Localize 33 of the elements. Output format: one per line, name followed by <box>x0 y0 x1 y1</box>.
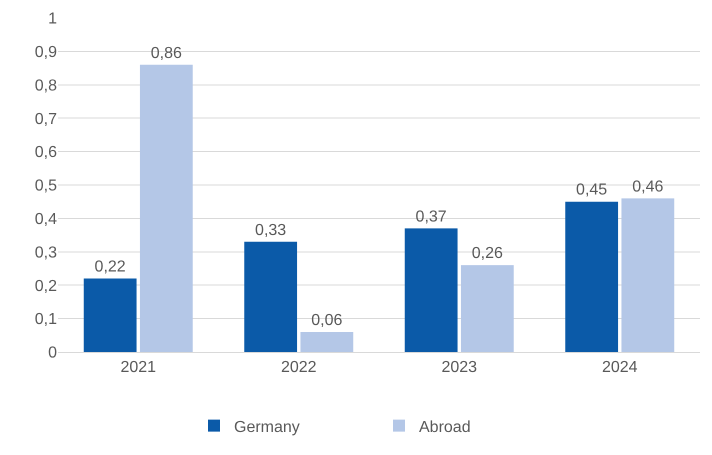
data-label: 0,33 <box>255 222 286 239</box>
bar <box>300 332 354 352</box>
y-tick-label: 1 <box>48 10 58 28</box>
y-tick-label: 0,8 <box>34 77 58 94</box>
y-tick-label: 0,6 <box>34 144 58 162</box>
bar <box>460 265 514 352</box>
bar <box>244 242 298 352</box>
y-tick-label: 0,9 <box>34 44 58 61</box>
data-label: 0,06 <box>311 312 342 329</box>
data-label: 0,37 <box>416 208 447 226</box>
data-label: 0,26 <box>472 245 503 262</box>
legend-label: Abroad <box>419 418 471 436</box>
y-tick-label: 0,2 <box>34 278 58 295</box>
data-label: 0,22 <box>94 258 126 276</box>
data-label: 0,45 <box>576 182 608 199</box>
bar <box>84 278 137 352</box>
y-tick-label: 0,4 <box>34 211 58 228</box>
x-tick-label: 2023 <box>441 359 478 376</box>
y-tick-label: 0,1 <box>34 311 58 328</box>
legend-label: Germany <box>234 418 300 436</box>
data-label: 0,86 <box>150 44 182 62</box>
y-tick-label: 0,7 <box>34 110 58 128</box>
bar <box>140 64 193 352</box>
bar <box>565 202 618 352</box>
y-tick-label: 0 <box>48 344 58 362</box>
bar <box>621 198 674 352</box>
x-tick-label: 2022 <box>280 359 317 376</box>
bar <box>404 228 458 352</box>
data-label: 0,46 <box>632 178 664 196</box>
y-tick-label: 0,5 <box>34 178 58 195</box>
x-tick-label: 2024 <box>602 359 638 376</box>
y-tick-label: 0,3 <box>34 244 58 262</box>
x-tick-label: 2021 <box>120 359 156 376</box>
